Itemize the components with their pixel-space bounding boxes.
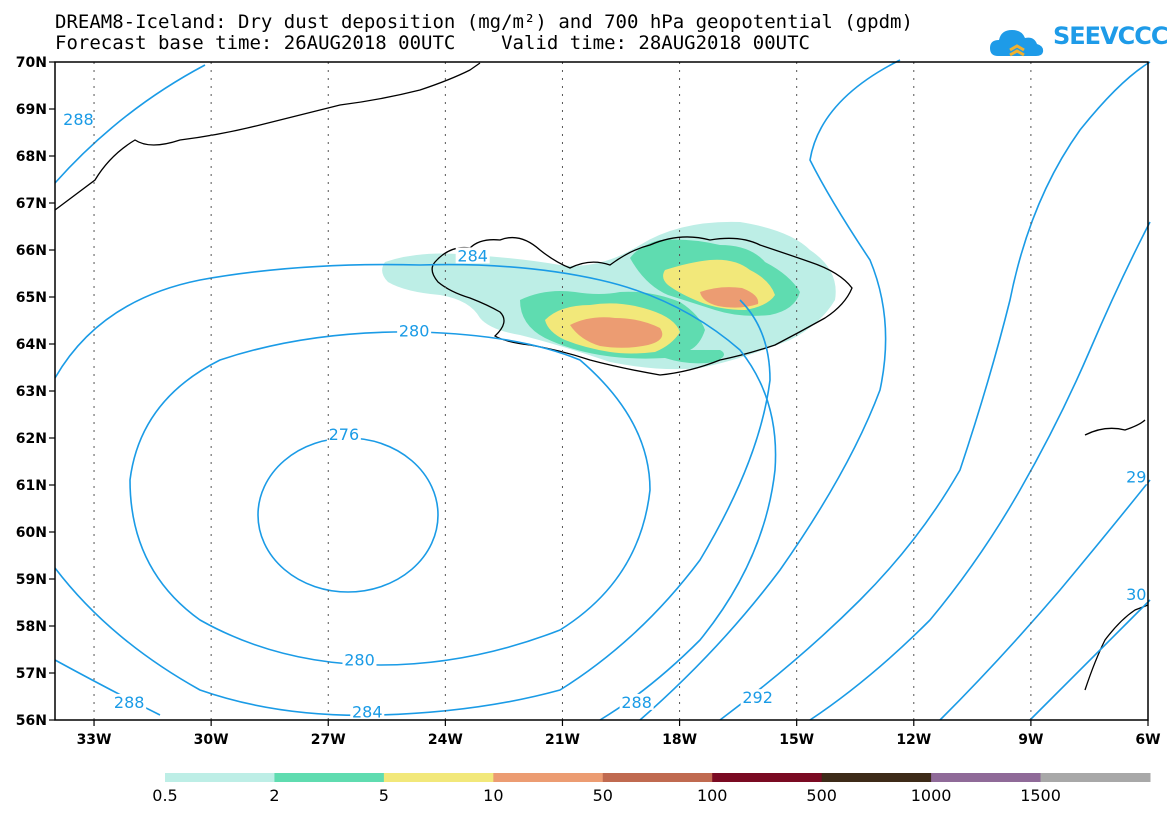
contour-label-bg bbox=[1124, 468, 1149, 485]
contour-label: 284 bbox=[457, 246, 488, 265]
legend-label: 5 bbox=[379, 786, 389, 805]
contour-label: 292 bbox=[742, 688, 773, 707]
contour-label-bg bbox=[112, 693, 147, 710]
dust-deposition-field bbox=[382, 221, 836, 370]
legend-swatch bbox=[602, 773, 713, 782]
lat-tick-label: 65N bbox=[16, 290, 47, 306]
legend-label: 50 bbox=[593, 786, 613, 805]
lat-tick-label: 63N bbox=[16, 384, 47, 400]
geopotential-contours bbox=[54, 59, 1151, 721]
lat-tick-label: 67N bbox=[16, 196, 47, 212]
contour-label-bg bbox=[342, 651, 377, 668]
legend-label: 1000 bbox=[911, 786, 952, 805]
lon-tick-label: 9W bbox=[1018, 732, 1043, 748]
lat-tick-label: 59N bbox=[16, 572, 47, 588]
lat-tick-label: 57N bbox=[16, 666, 47, 682]
lon-tick-label: 24W bbox=[428, 732, 463, 748]
lon-tick-label: 21W bbox=[545, 732, 580, 748]
lon-tick-label: 15W bbox=[779, 732, 814, 748]
contour-label: 280 bbox=[399, 322, 430, 341]
contour-label-bg bbox=[619, 693, 654, 710]
lat-tick-label: 60N bbox=[16, 525, 47, 541]
lon-tick-label: 33W bbox=[77, 732, 112, 748]
lat-tick-label: 68N bbox=[16, 149, 47, 165]
lat-tick-label: 58N bbox=[16, 619, 47, 635]
legend-swatch bbox=[821, 773, 932, 782]
contour-label: 288 bbox=[621, 693, 652, 712]
legend-swatch bbox=[274, 773, 385, 782]
lat-tick-label: 61N bbox=[16, 478, 47, 494]
legend-swatch bbox=[712, 773, 823, 782]
logo-text: SEEVCCC bbox=[1053, 22, 1168, 50]
contour-label: 288 bbox=[63, 110, 94, 129]
contour-label: 276 bbox=[329, 425, 360, 444]
lat-tick-label: 69N bbox=[16, 102, 47, 118]
contour-label-bg bbox=[1124, 585, 1149, 602]
legend-swatch bbox=[383, 773, 494, 782]
lat-tick-label: 64N bbox=[16, 337, 47, 353]
contour-label-bg bbox=[455, 247, 490, 264]
contour-label: 288 bbox=[114, 693, 145, 712]
legend-label: 500 bbox=[806, 786, 837, 805]
legend-swatch bbox=[1040, 773, 1151, 782]
coastline bbox=[54, 62, 1149, 691]
map-subtitle: Forecast base time: 26AUG2018 00UTC Vali… bbox=[55, 32, 810, 54]
lon-tick-label: 18W bbox=[662, 732, 697, 748]
legend-label: 10 bbox=[483, 786, 503, 805]
lon-tick-label: 12W bbox=[896, 732, 931, 748]
legend-label: 2 bbox=[269, 786, 279, 805]
lat-tick-label: 62N bbox=[16, 431, 47, 447]
map-frame bbox=[54, 61, 1149, 721]
contour-label-bg bbox=[326, 426, 361, 442]
contour-label-bg bbox=[397, 322, 432, 339]
legend-swatch bbox=[931, 773, 1042, 782]
contour-label: 280 bbox=[344, 651, 375, 670]
legend-swatch bbox=[493, 773, 604, 782]
contour-label-bg bbox=[61, 111, 96, 128]
legend-label: 0.5 bbox=[152, 786, 177, 805]
contour-label: 29 bbox=[1126, 467, 1146, 486]
lat-tick-label: 66N bbox=[16, 243, 47, 259]
lon-tick-label: 6W bbox=[1135, 732, 1160, 748]
lon-tick-label: 27W bbox=[311, 732, 346, 748]
map-title: DREAM8-Iceland: Dry dust deposition (mg/… bbox=[55, 11, 913, 33]
legend-label: 1500 bbox=[1020, 786, 1061, 805]
legend-label: 100 bbox=[697, 786, 728, 805]
cloud-logo-icon bbox=[990, 30, 1044, 57]
contour-label: 30 bbox=[1126, 585, 1146, 604]
contour-label: 284 bbox=[352, 702, 383, 721]
legend-swatch bbox=[165, 773, 275, 782]
contour-label-bg bbox=[740, 689, 775, 706]
contour-label-bg bbox=[350, 703, 385, 720]
lat-tick-label: 56N bbox=[16, 713, 47, 729]
lon-tick-label: 30W bbox=[194, 732, 229, 748]
lat-tick-label: 70N bbox=[16, 55, 47, 71]
